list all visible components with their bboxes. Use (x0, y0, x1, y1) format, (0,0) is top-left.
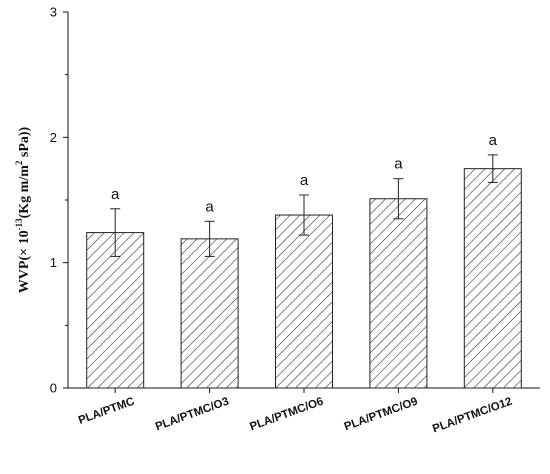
y-tick-label: 3 (50, 5, 57, 20)
plot-area: 0 1 2 3 a PLA/PTMC a PLA/PTMC/O3 a PLA/PTMC/O6 a PL… (50, 5, 540, 436)
significance-label: a (489, 132, 498, 149)
significance-label: a (205, 198, 214, 215)
bar (275, 214, 333, 389)
bar (180, 238, 239, 389)
y-axis-title-mid: (Kg m/m (17, 165, 32, 219)
bar (369, 198, 428, 389)
bar (86, 232, 145, 389)
y-tick-label: 2 (50, 130, 57, 145)
significance-label: a (394, 156, 403, 173)
x-category-label: PLA/PTMC (77, 396, 136, 427)
y-axis-title: WVP(× 10-13(Kg m/m2 sPa)) (14, 126, 32, 293)
x-category-label: PLA/PTMC/O12 (431, 396, 514, 436)
x-category-label: PLA/PTMC/O3 (154, 396, 231, 434)
significance-label: a (300, 172, 309, 189)
bar (463, 168, 522, 389)
significance-label: a (111, 186, 120, 203)
x-category-label: PLA/PTMC/O9 (343, 396, 420, 434)
y-axis-title-prefix: WVP(× 10 (17, 230, 32, 293)
y-tick-label: 1 (50, 255, 57, 270)
y-axis-title-exp2: 2 (14, 160, 24, 165)
y-tick-label: 0 (50, 381, 57, 396)
y-axis-title-exp1: -13 (14, 218, 24, 230)
x-category-label: PLA/PTMC/O6 (248, 396, 325, 434)
y-axis-title-suffix: sPa)) (17, 126, 32, 160)
